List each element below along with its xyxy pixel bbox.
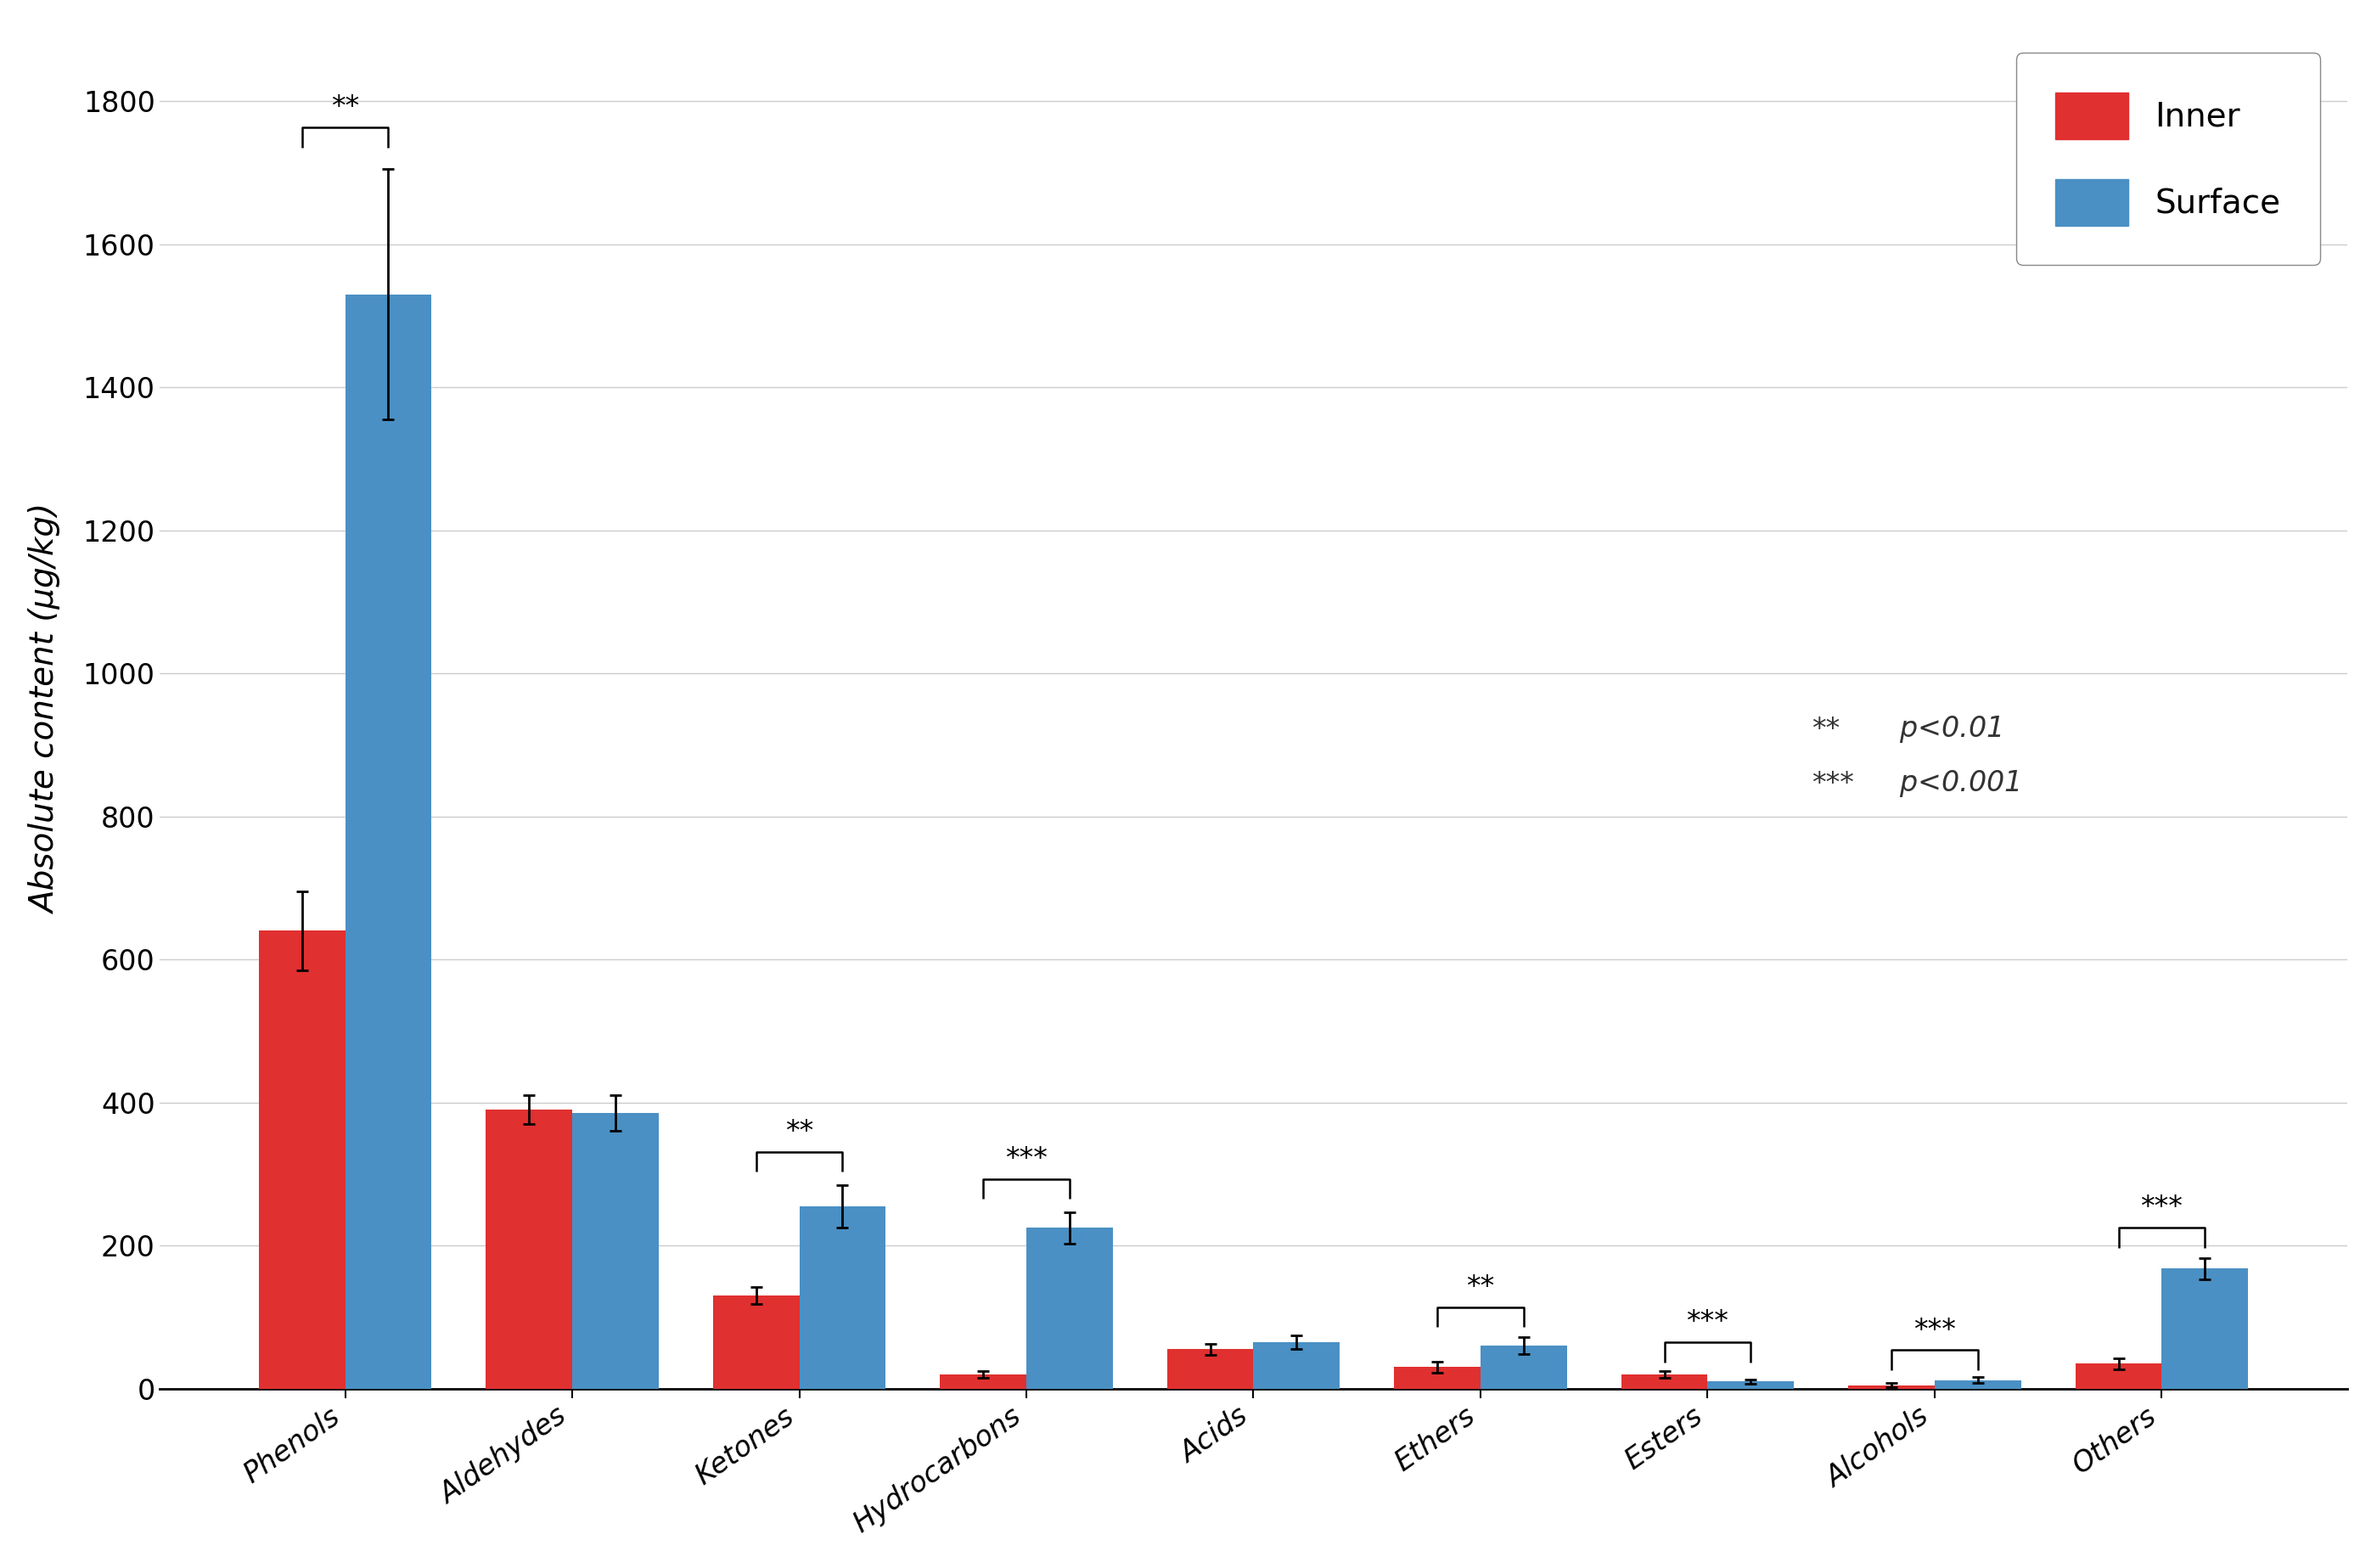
Text: $p$<0.01: $p$<0.01: [1899, 713, 2001, 745]
Legend: Inner, Surface: Inner, Surface: [2016, 53, 2320, 265]
Bar: [1935, 1380, 2020, 1389]
Bar: [1253, 1342, 1341, 1389]
Bar: [573, 1113, 658, 1389]
Bar: [1849, 1385, 1935, 1389]
Bar: [713, 1295, 799, 1389]
Bar: [1027, 1228, 1112, 1389]
Text: **: **: [1811, 715, 1840, 743]
Bar: [799, 1206, 887, 1389]
Text: **: **: [1467, 1273, 1495, 1301]
Bar: [259, 931, 345, 1389]
Text: **: **: [330, 94, 359, 122]
Bar: [2161, 1269, 2249, 1389]
Text: ***: ***: [1685, 1308, 1728, 1336]
Bar: [1481, 1345, 1566, 1389]
Bar: [1395, 1367, 1481, 1389]
Text: ***: ***: [1913, 1316, 1956, 1344]
Text: $p$<0.001: $p$<0.001: [1899, 768, 2020, 800]
Text: ***: ***: [1005, 1145, 1048, 1173]
Y-axis label: Absolute content (μg/kg): Absolute content (μg/kg): [29, 503, 62, 914]
Bar: [1621, 1375, 1707, 1389]
Bar: [2075, 1364, 2161, 1389]
Text: ***: ***: [2142, 1193, 2182, 1221]
Text: **: **: [784, 1118, 813, 1146]
Bar: [345, 295, 430, 1389]
Bar: [1167, 1350, 1253, 1389]
Bar: [939, 1375, 1027, 1389]
Bar: [1707, 1381, 1795, 1389]
Text: ***: ***: [1811, 770, 1854, 798]
Bar: [485, 1110, 573, 1389]
